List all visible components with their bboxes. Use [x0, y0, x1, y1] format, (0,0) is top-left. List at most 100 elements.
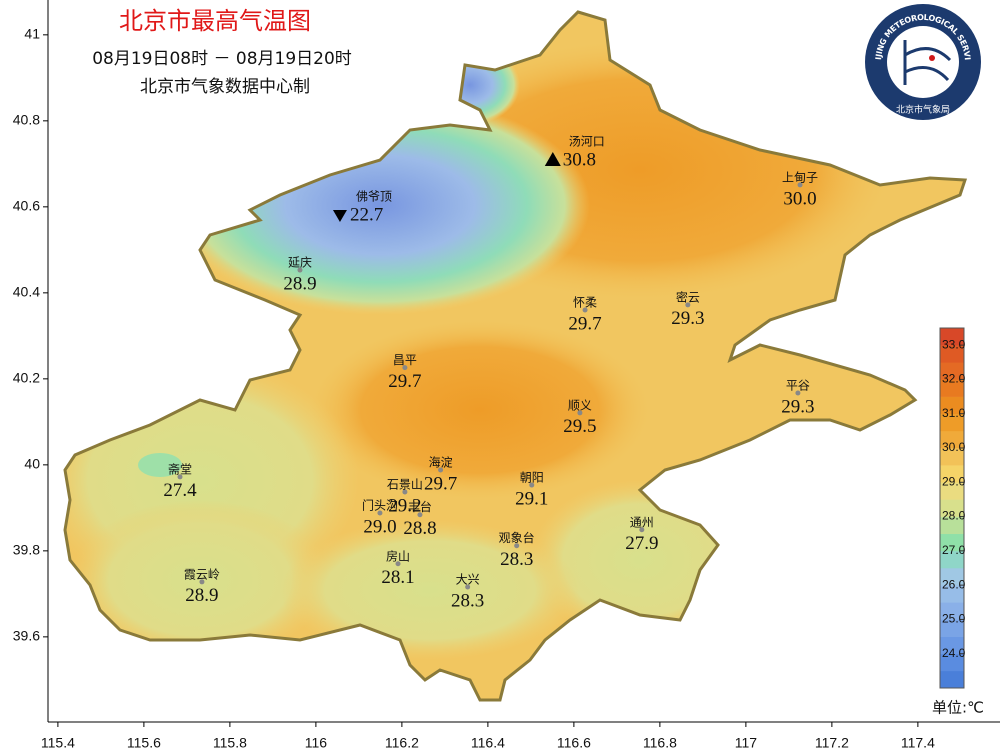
station-value: 28.3	[451, 590, 484, 611]
station-name: 海淀	[429, 455, 453, 470]
station-max-marker	[544, 151, 561, 166]
station-name: 门头沟	[362, 498, 398, 513]
colorbar-segment	[940, 465, 964, 483]
station-value: 29.1	[515, 488, 548, 509]
colorbar-segment	[940, 430, 964, 449]
station-dot	[438, 467, 444, 473]
x-tick-label: 115.8	[213, 735, 247, 751]
station-value: 29.2	[388, 495, 421, 516]
station-value: 29.7	[424, 473, 457, 494]
colorbar-tick-label: 25.0	[942, 612, 966, 626]
station-dot	[417, 512, 423, 518]
station-dot	[297, 267, 303, 273]
station-min-marker	[332, 210, 347, 223]
colorbar-tick-label: 33.0	[942, 337, 966, 351]
colorbar-segment	[940, 328, 964, 346]
y-tick-label: 40	[24, 456, 40, 472]
station-name: 平谷	[786, 379, 810, 393]
y-tick-label: 40.8	[13, 112, 40, 128]
station-value: 29.3	[671, 308, 704, 329]
station-value: 30.0	[783, 188, 816, 209]
colorbar-segment	[940, 585, 964, 603]
station-name: 通州	[630, 515, 654, 529]
station-value: 28.9	[185, 585, 218, 606]
colorbar-tick-label: 24.0	[942, 646, 966, 660]
station-dot	[797, 182, 803, 188]
station-dot	[395, 561, 401, 567]
y-tick-label: 40.2	[13, 370, 40, 386]
station-value: 30.8	[563, 149, 596, 170]
colorbar-tick-label: 31.0	[942, 406, 966, 420]
colorbar-segment	[940, 396, 964, 415]
colorbar-tick-label: 28.0	[942, 509, 966, 523]
station-dot	[639, 527, 645, 533]
colorbar-segment	[940, 482, 964, 500]
colorbar-segment	[940, 516, 964, 535]
station-value: 29.7	[388, 371, 421, 392]
x-tick-label: 116	[305, 735, 328, 751]
station-name: 石景山	[387, 477, 423, 491]
station-value: 29.3	[781, 396, 814, 417]
station-name: 延庆	[288, 256, 312, 270]
station-name: 密云	[676, 289, 700, 304]
colorbar-segment	[940, 413, 964, 432]
logo-dot	[929, 55, 935, 61]
colorbar-frame	[939, 327, 965, 689]
station-dot	[529, 482, 535, 488]
colorbar-segment	[940, 619, 964, 637]
logo-emblem	[903, 40, 952, 85]
colorbar-segment	[940, 636, 964, 655]
station-name: 房山	[386, 548, 410, 563]
x-tick-label: 117.4	[901, 735, 935, 751]
colorbar-segment	[940, 670, 964, 689]
colorbar-tick-label: 27.0	[942, 543, 966, 557]
station-dot	[177, 474, 183, 480]
station-dot	[402, 365, 408, 371]
station-dot	[795, 390, 801, 396]
station-dot	[402, 489, 408, 495]
colorbar-segment	[940, 550, 964, 569]
station-name: 朝阳	[520, 471, 544, 485]
station-value: 29.0	[363, 516, 396, 537]
station-name: 斋堂	[168, 461, 192, 476]
y-tick-label: 39.6	[13, 628, 40, 644]
station-name: 上甸子	[782, 170, 818, 184]
x-tick-label: 116.8	[643, 735, 677, 751]
colorbar-segment	[940, 345, 964, 363]
station-name: 顺义	[568, 398, 592, 412]
colorbar-segment	[940, 533, 964, 552]
colorbar-segment	[940, 499, 964, 517]
colorbar-segment	[940, 653, 964, 672]
y-tick-label: 40.4	[13, 284, 40, 300]
station-name: 汤河口	[569, 134, 605, 148]
station-name: 昌平	[393, 353, 417, 367]
colorbar-tick-label: 26.0	[942, 577, 966, 591]
station-name: 怀柔	[573, 296, 597, 310]
station-value: 27.9	[625, 533, 658, 554]
station-dot	[377, 510, 383, 516]
y-tick-label: 40.6	[13, 198, 40, 214]
colorbar-segment	[940, 362, 964, 380]
source: 北京市气象数据中心制	[140, 77, 310, 97]
x-tick-label: 116.2	[385, 735, 419, 751]
station-dot	[199, 579, 205, 585]
period: 08月19日08时 － 08月19日20时	[92, 49, 352, 69]
x-tick-label: 115.4	[41, 735, 75, 751]
y-tick-label: 39.8	[13, 542, 40, 558]
colorbar-segment	[940, 602, 964, 620]
x-tick-label: 116.4	[471, 735, 505, 751]
station-dot	[685, 302, 691, 308]
station-value: 22.7	[350, 204, 383, 225]
station-value: 29.5	[563, 416, 596, 437]
station-dot	[514, 543, 520, 549]
station-name: 佛爷顶	[356, 190, 392, 204]
colorbar-tick-label: 30.0	[942, 440, 966, 454]
station-name: 观象台	[499, 530, 535, 545]
logo-center	[887, 26, 959, 98]
station-dot	[465, 584, 471, 590]
station-name: 丰台	[408, 499, 432, 514]
station-dot	[577, 410, 583, 416]
station-value: 27.4	[163, 480, 197, 501]
unit-label: 单位:℃	[932, 699, 984, 717]
